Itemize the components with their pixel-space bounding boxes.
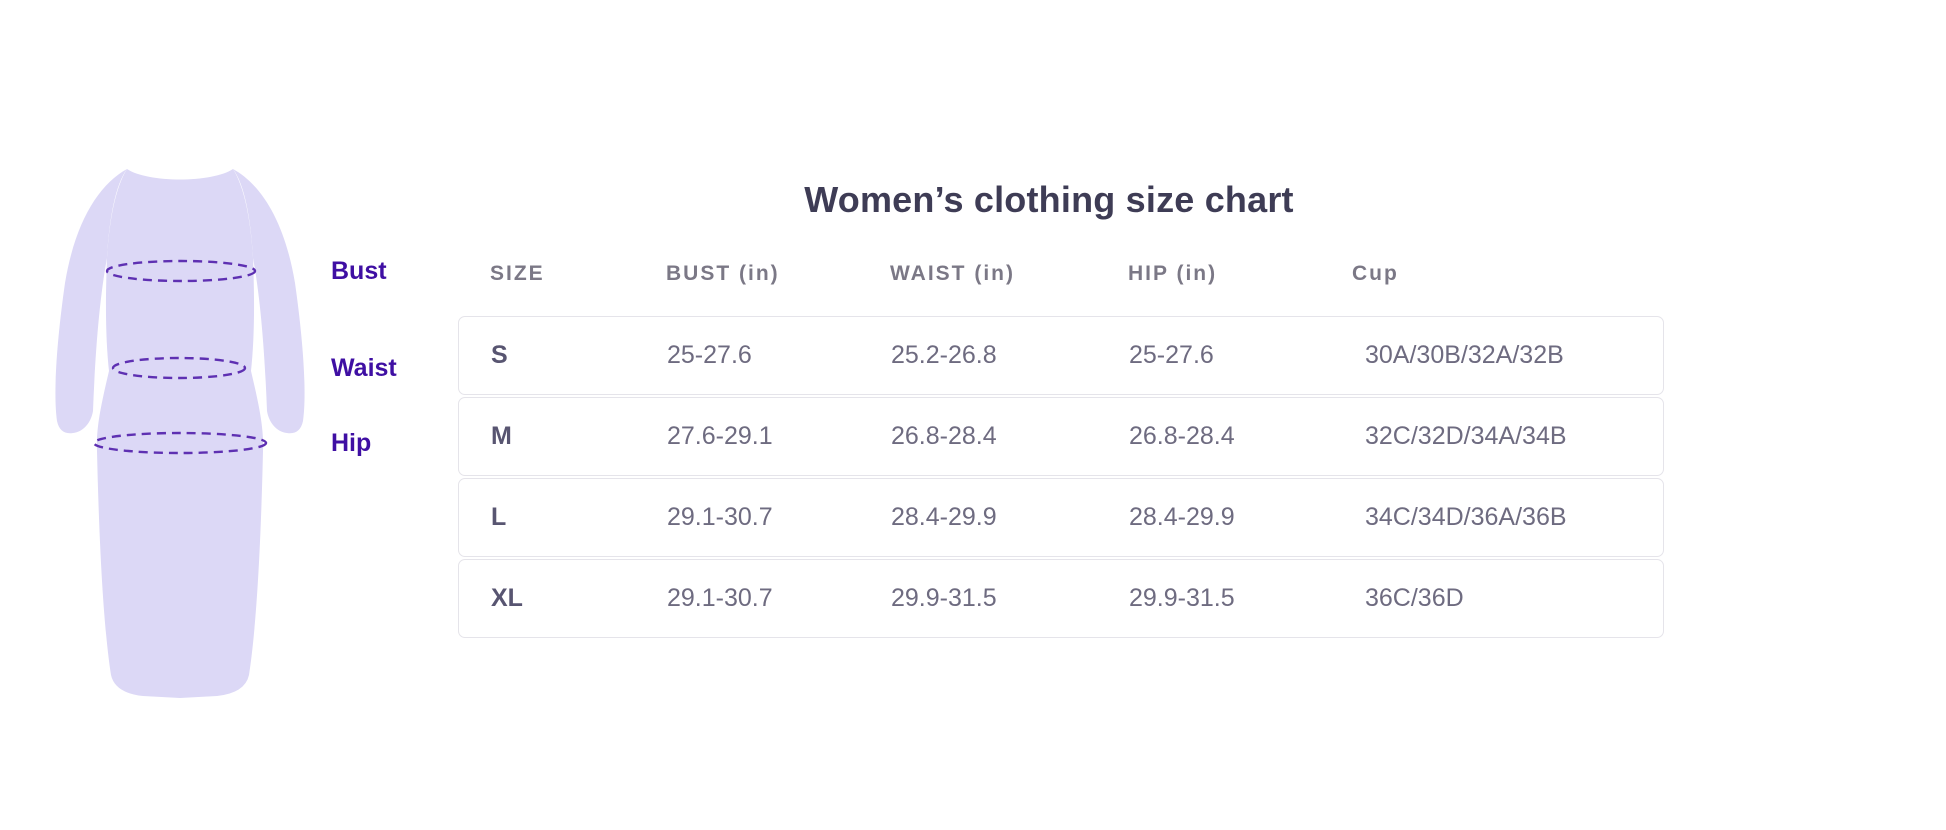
cup-cell: 34C/34D/36A/36B [1365,502,1567,531]
bust-measure-ellipse [105,259,257,283]
size-cell: S [491,340,508,369]
dress-sleeve-left [55,169,127,434]
hip-cell: 28.4-29.9 [1129,502,1235,531]
cup-cell: 32C/32D/34A/34B [1365,421,1567,450]
page-title: Women’s clothing size chart [804,179,1294,221]
bust-cell: 29.1-30.7 [667,502,773,531]
cup-cell: 30A/30B/32A/32B [1365,340,1564,369]
column-header-hip: HIP (in) [1128,262,1218,285]
dress-sleeve-right [233,169,305,434]
waist-measure-ellipse [111,356,247,380]
column-header-bust: BUST (in) [666,262,780,285]
size-table: S 25-27.6 25.2-26.8 25-27.6 30A/30B/32A/… [458,316,1664,640]
table-row-xl: XL 29.1-30.7 29.9-31.5 29.9-31.5 36C/36D [458,559,1664,638]
table-header-row: SIZE BUST (in) WAIST (in) HIP (in) Cup [0,262,1946,292]
table-row-l: L 29.1-30.7 28.4-29.9 28.4-29.9 34C/34D/… [458,478,1664,557]
bust-cell: 27.6-29.1 [667,421,773,450]
column-header-size: SIZE [490,262,545,285]
size-cell: XL [491,583,523,612]
column-header-cup: Cup [1352,262,1399,285]
waist-cell: 26.8-28.4 [891,421,997,450]
hip-cell: 26.8-28.4 [1129,421,1235,450]
bust-label: Bust [331,257,387,285]
hip-cell: 29.9-31.5 [1129,583,1235,612]
waist-label: Waist [331,354,397,382]
size-cell: M [491,421,512,450]
dress-illustration [55,169,305,698]
cup-cell: 36C/36D [1365,583,1464,612]
hip-cell: 25-27.6 [1129,340,1214,369]
waist-cell: 25.2-26.8 [891,340,997,369]
bust-cell: 25-27.6 [667,340,752,369]
hip-measure-ellipse [92,431,268,455]
bust-cell: 29.1-30.7 [667,583,773,612]
waist-cell: 29.9-31.5 [891,583,997,612]
column-header-waist: WAIST (in) [890,262,1015,285]
hip-label: Hip [331,429,372,457]
table-row-s: S 25-27.6 25.2-26.8 25-27.6 30A/30B/32A/… [458,316,1664,395]
table-row-m: M 27.6-29.1 26.8-28.4 26.8-28.4 32C/32D/… [458,397,1664,476]
waist-cell: 28.4-29.9 [891,502,997,531]
size-cell: L [491,502,507,531]
